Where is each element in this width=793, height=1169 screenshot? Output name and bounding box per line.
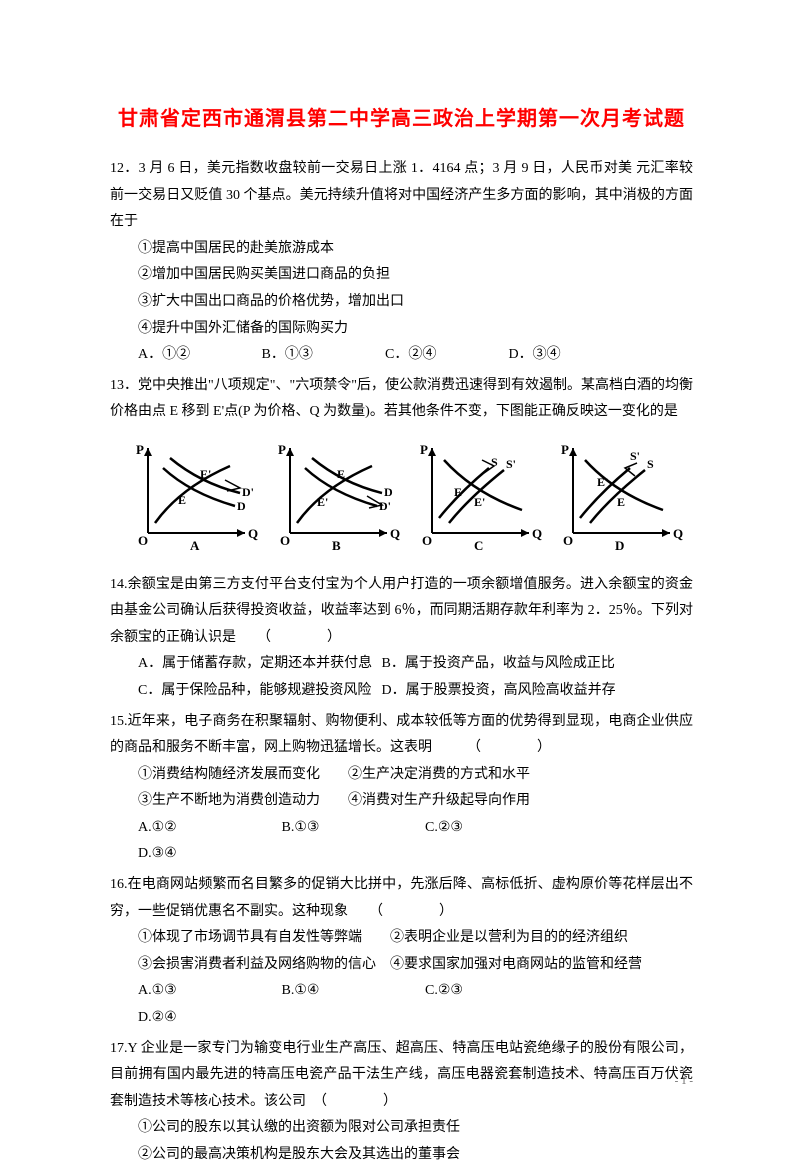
q-num: 15. [110, 714, 128, 729]
svg-text:E': E' [474, 495, 485, 509]
q12-stmt3: ③扩大中国出口商品的价格优势，增加出口 [110, 289, 693, 316]
svg-text:D: D [237, 499, 246, 513]
q-text: 党中央推出"八项规定"、"六项禁令"后，使公款消费迅速得到有效遏制。某高档白酒的… [110, 378, 693, 420]
question-12: 12．3 月 6 日，美元指数收盘较前一交易日上涨 1．4164 点；3 月 9… [110, 156, 693, 369]
q14-options-row2: C．属于保险品种，能够规避投资风险 D．属于股票投资，高风险高收益并存 [110, 678, 693, 705]
svg-text:P: P [561, 442, 569, 457]
svg-text:E: E [178, 493, 186, 507]
opt-b: B.①③ [282, 815, 422, 842]
q12-stmt4: ④提升中国外汇储备的国际购买力 [110, 316, 693, 343]
svg-text:C: C [474, 538, 483, 553]
chart-d: P Q O D E E' S S' [555, 438, 693, 564]
chart-c: P Q O C E E' S S' [414, 438, 552, 564]
svg-text:E: E [454, 485, 462, 499]
opt-a: A．属于储蓄存款，定期还本并获付息 [138, 651, 378, 678]
q-num: 16. [110, 877, 128, 892]
svg-text:Q: Q [248, 526, 258, 541]
svg-text:P: P [278, 442, 286, 457]
svg-text:O: O [138, 533, 148, 548]
opt-d: D．属于股票投资，高风险高收益并存 [382, 678, 622, 705]
opt-b: B．①③ [262, 342, 382, 369]
opt-a: A.①③ [138, 978, 278, 1005]
q16-stmt1: ①体现了市场调节具有自发性等弊端 ②表明企业是以营利为目的的经济组织 [110, 925, 693, 952]
opt-c: C.②③ [425, 815, 565, 842]
svg-text:O: O [563, 533, 573, 548]
opt-d: D．③④ [509, 342, 629, 369]
q17-stmt2: ②公司的最高决策机构是股东大会及其选出的董事会 [110, 1142, 693, 1169]
opt-d: D.②④ [138, 1005, 278, 1032]
question-17: 17.Y 企业是一家专门为输变电行业生产高压、超高压、特高压电站瓷绝缘子的股份有… [110, 1036, 693, 1169]
question-14: 14.余额宝是由第三方支付平台支付宝为个人用户打造的一项余额增值服务。进入余额宝… [110, 572, 693, 705]
q12-stmt1: ①提高中国居民的赴美旅游成本 [110, 236, 693, 263]
svg-text:D': D' [242, 485, 254, 499]
svg-text:S: S [647, 457, 654, 471]
question-13: 13．党中央推出"八项规定"、"六项禁令"后，使公款消费迅速得到有效遏制。某高档… [110, 373, 693, 426]
q-num: 17. [110, 1041, 128, 1056]
svg-text:E: E [617, 495, 625, 509]
q-num: 12． [110, 161, 139, 176]
q-num: 14. [110, 577, 128, 592]
svg-text:S': S' [506, 457, 516, 471]
q17-stmt1: ①公司的股东以其认缴的出资额为限对公司承担责任 [110, 1115, 693, 1142]
q12-options: A．①② B．①③ C．②④ D．③④ [110, 342, 693, 369]
opt-c: C．②④ [385, 342, 505, 369]
q16-stmt2: ③会损害消费者利益及网络购物的信心 ④要求国家加强对电商网站的监管和经营 [110, 952, 693, 979]
opt-b: B．属于投资产品，收益与风险成正比 [382, 651, 622, 678]
chart-a: P Q O A E E' D D' [130, 438, 268, 564]
svg-text:D': D' [379, 499, 391, 513]
chart-b: P Q O B E E' D D' [272, 438, 410, 564]
svg-text:E': E' [597, 475, 608, 489]
opt-b: B.①④ [282, 978, 422, 1005]
opt-c: C．属于保险品种，能够规避投资风险 [138, 678, 378, 705]
opt-c: C.②③ [425, 978, 565, 1005]
svg-text:Q: Q [532, 526, 542, 541]
q-text: 3 月 6 日，美元指数收盘较前一交易日上涨 1．4164 点；3 月 9 日，… [110, 161, 693, 229]
svg-text:Q: Q [673, 526, 683, 541]
svg-text:P: P [420, 442, 428, 457]
question-16: 16.在电商网站频繁而名目繁多的促销大比拼中，先涨后降、高标低折、虚构原价等花样… [110, 872, 693, 1032]
opt-a: A.①② [138, 815, 278, 842]
q15-stmt2: ③生产不断地为消费创造动力 ④消费对生产升级起导向作用 [110, 788, 693, 815]
svg-text:D: D [615, 538, 624, 553]
question-15: 15.近年来，电子商务在积聚辐射、购物便利、成本较低等方面的优势得到显现，电商企… [110, 709, 693, 869]
q15-options: A.①② B.①③ C.②③ D.③④ [110, 815, 693, 868]
chart-row: P Q O A E E' D D' P Q O B E [110, 430, 693, 572]
q15-stmt1: ①消费结构随经济发展而变化 ②生产决定消费的方式和水平 [110, 762, 693, 789]
svg-text:S': S' [630, 449, 640, 463]
svg-text:A: A [190, 538, 200, 553]
opt-d: D.③④ [138, 841, 278, 868]
q14-options-row1: A．属于储蓄存款，定期还本并获付息 B．属于投资产品，收益与风险成正比 [110, 651, 693, 678]
svg-text:E': E' [200, 467, 211, 481]
svg-text:E: E [337, 467, 345, 481]
svg-text:Q: Q [390, 526, 400, 541]
svg-text:D: D [384, 485, 393, 499]
svg-text:P: P [136, 442, 144, 457]
page-number: - 1 - [675, 1071, 693, 1092]
q12-stmt2: ②增加中国居民购买美国进口商品的负担 [110, 262, 693, 289]
q-text: 在电商网站频繁而名目繁多的促销大比拼中，先涨后降、高标低折、虚构原价等花样层出不… [110, 877, 693, 919]
svg-text:E': E' [317, 495, 328, 509]
q16-options: A.①③ B.①④ C.②③ D.②④ [110, 978, 693, 1031]
svg-text:O: O [280, 533, 290, 548]
svg-text:S: S [491, 455, 498, 469]
svg-text:O: O [422, 533, 432, 548]
q-num: 13． [110, 378, 138, 393]
q-text: Y 企业是一家专门为输变电行业生产高压、超高压、特高压电站瓷绝缘子的股份有限公司… [110, 1041, 693, 1109]
opt-a: A．①② [138, 342, 258, 369]
q-text: 近年来，电子商务在积聚辐射、购物便利、成本较低等方面的优势得到显现，电商企业供应… [110, 714, 693, 756]
q-text: 余额宝是由第三方支付平台支付宝为个人用户打造的一项余额增值服务。进入余额宝的资金… [110, 577, 693, 645]
page-title: 甘肃省定西市通渭县第二中学高三政治上学期第一次月考试题 [110, 100, 693, 138]
svg-text:B: B [332, 538, 341, 553]
